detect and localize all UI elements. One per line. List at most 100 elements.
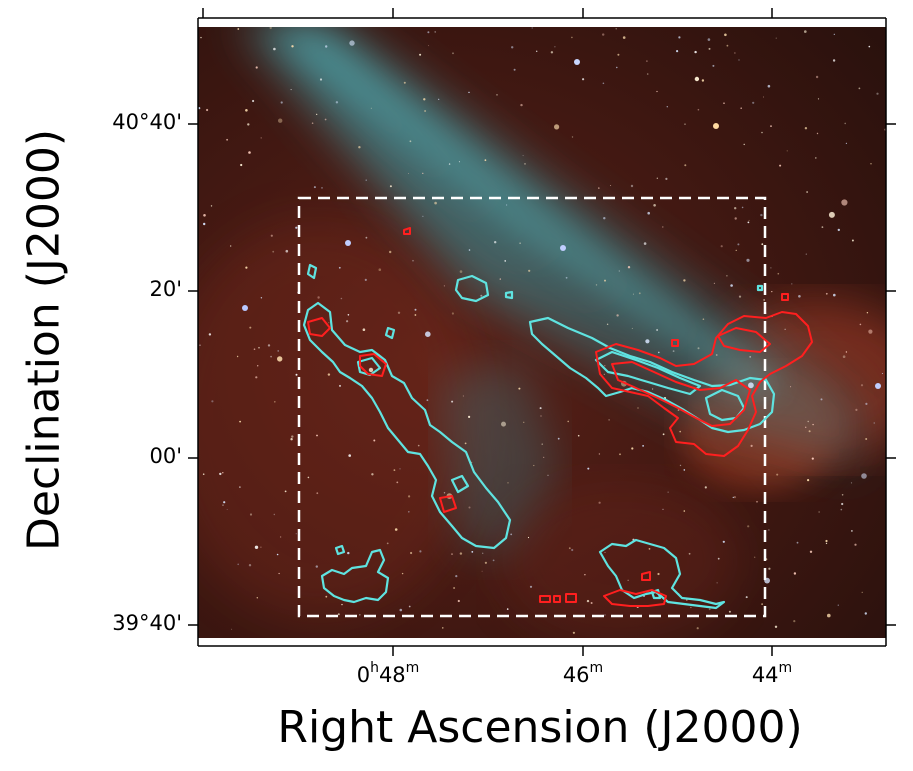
- star: [425, 331, 431, 338]
- star: [804, 127, 808, 130]
- star: [239, 420, 242, 423]
- star: [328, 322, 330, 324]
- star: [280, 101, 283, 104]
- star: [808, 430, 811, 433]
- x-tick-minutes-unit: m: [589, 660, 604, 676]
- star: [389, 250, 392, 254]
- star: [694, 76, 700, 82]
- star: [571, 36, 573, 39]
- star: [793, 620, 796, 623]
- star: [828, 211, 835, 218]
- star: [222, 472, 224, 474]
- x-tick-minutes-unit: m: [405, 660, 420, 676]
- star: [870, 163, 872, 165]
- star: [316, 434, 318, 437]
- x-tick-label-2: 46m: [563, 660, 604, 687]
- red-contour-small-6: [781, 293, 789, 301]
- star: [371, 473, 374, 476]
- star: [790, 386, 792, 388]
- star: [738, 59, 740, 61]
- star: [679, 430, 681, 433]
- star: [770, 267, 772, 269]
- star: [414, 314, 417, 316]
- star: [365, 179, 367, 181]
- star: [833, 33, 835, 35]
- star: [520, 103, 523, 107]
- star: [317, 296, 320, 299]
- cyan-contour-small-3: [504, 290, 514, 300]
- star: [316, 492, 319, 495]
- star: [627, 579, 629, 581]
- star: [272, 250, 275, 253]
- star: [365, 236, 368, 239]
- star: [442, 627, 444, 629]
- x-tick-minutes: 44: [751, 663, 779, 687]
- cyan-contour-inner-1: [356, 356, 382, 377]
- star: [881, 373, 883, 374]
- star: [340, 297, 343, 300]
- star: [423, 98, 426, 101]
- star: [278, 572, 280, 575]
- dashed-region-box: [297, 196, 767, 618]
- star: [632, 293, 634, 295]
- star: [452, 52, 454, 55]
- star: [295, 533, 297, 535]
- star: [683, 510, 686, 512]
- star: [873, 422, 875, 424]
- star: [267, 344, 271, 347]
- star: [820, 398, 823, 401]
- star: [584, 574, 586, 576]
- cyan-contour-small-4: [384, 326, 396, 340]
- star: [492, 559, 495, 562]
- star: [646, 60, 648, 62]
- star: [748, 382, 754, 389]
- star: [768, 567, 771, 570]
- red-contour-region-ne-top: [717, 327, 771, 353]
- star: [408, 511, 410, 513]
- star: [518, 387, 521, 390]
- bright-star: [574, 59, 580, 65]
- star: [208, 333, 212, 336]
- star: [841, 199, 848, 206]
- star: [501, 421, 506, 427]
- image-border-top: [198, 18, 886, 27]
- star: [324, 118, 327, 121]
- star: [260, 297, 263, 299]
- star: [734, 217, 737, 220]
- star: [868, 329, 873, 334]
- x-axis-title: Right Ascension (J2000): [277, 702, 803, 753]
- star: [480, 294, 483, 297]
- star: [845, 142, 848, 144]
- star: [434, 201, 437, 205]
- star: [554, 124, 560, 130]
- x-tick-hours: 0: [356, 663, 371, 687]
- star: [273, 47, 276, 51]
- star: [604, 365, 606, 367]
- star: [756, 500, 758, 503]
- star: [339, 384, 341, 387]
- star: [419, 53, 422, 56]
- star: [394, 528, 398, 531]
- star: [468, 415, 471, 418]
- star: [858, 87, 861, 90]
- star: [702, 318, 705, 321]
- bright-star: [560, 245, 566, 251]
- star: [866, 312, 869, 314]
- star: [598, 187, 600, 189]
- star: [226, 509, 228, 510]
- red-contour-south-4: [603, 589, 667, 607]
- star: [347, 314, 350, 316]
- star: [536, 50, 538, 52]
- star: [732, 496, 734, 499]
- star: [726, 275, 728, 277]
- cyan-contour-small-1: [306, 263, 318, 280]
- star: [529, 585, 533, 588]
- star: [602, 82, 605, 85]
- star: [236, 355, 239, 358]
- star: [603, 373, 605, 375]
- star: [837, 604, 839, 606]
- star: [603, 217, 606, 220]
- star: [422, 172, 424, 174]
- star: [784, 328, 786, 330]
